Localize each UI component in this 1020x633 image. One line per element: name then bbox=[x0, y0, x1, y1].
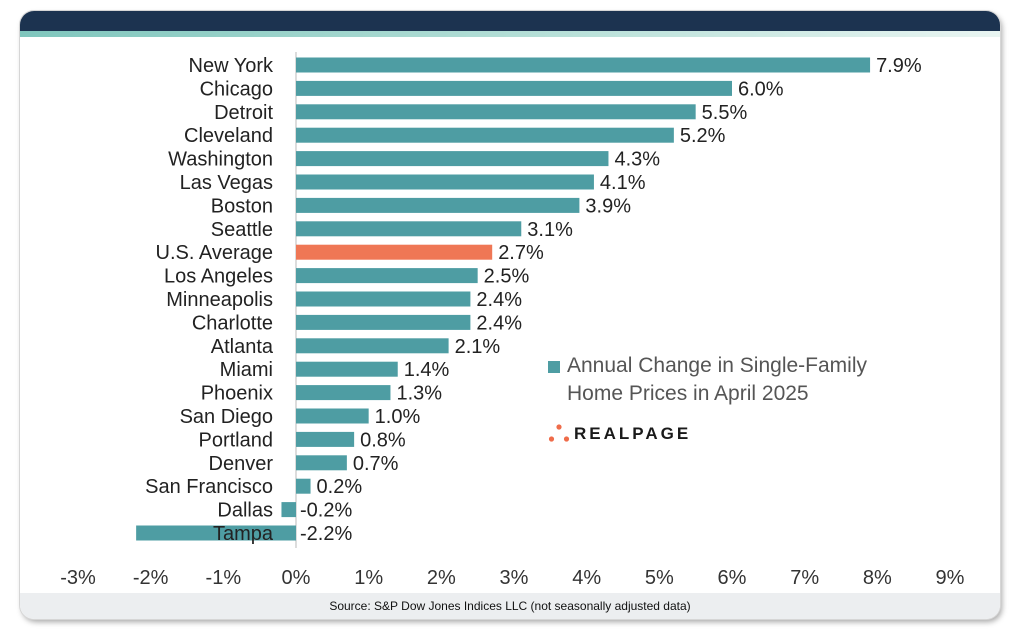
source-note: Source: S&P Dow Jones Indices LLC (not s… bbox=[329, 599, 691, 613]
category-label-san-francisco: San Francisco bbox=[145, 476, 273, 498]
x-tick-label: 7% bbox=[790, 567, 819, 589]
x-tick-label: 5% bbox=[645, 567, 674, 589]
x-tick-label: -1% bbox=[206, 567, 242, 589]
x-tick-label: 9% bbox=[936, 567, 965, 589]
value-label-detroit: 5.5% bbox=[702, 102, 748, 124]
legend: Annual Change in Single-Family Home Pric… bbox=[548, 352, 908, 408]
header-accent-stripe bbox=[20, 31, 1000, 37]
value-label-dallas: -0.2% bbox=[300, 500, 352, 522]
category-label-tampa: Tampa bbox=[213, 523, 274, 545]
bar-new-york bbox=[296, 57, 871, 73]
value-label-los-angeles: 2.5% bbox=[484, 266, 530, 288]
legend-swatch bbox=[548, 361, 560, 373]
category-label-cleveland: Cleveland bbox=[184, 125, 273, 147]
category-label-atlanta: Atlanta bbox=[211, 336, 274, 358]
bars-group: New York 7.9% Chicago 6.0% Detroit 5.5% Clevel… bbox=[136, 52, 922, 548]
value-label-portland: 0.8% bbox=[360, 429, 406, 451]
value-label-minneapolis: 2.4% bbox=[476, 289, 522, 311]
value-label-u-s-average: 2.7% bbox=[498, 242, 544, 264]
bar-charlotte bbox=[296, 314, 471, 330]
category-label-seattle: Seattle bbox=[211, 219, 273, 241]
x-tick-label: 8% bbox=[863, 567, 892, 589]
value-label-washington: 4.3% bbox=[614, 149, 660, 171]
x-tick-label: -3% bbox=[60, 567, 96, 589]
value-label-new-york: 7.9% bbox=[876, 55, 922, 77]
bar-boston bbox=[296, 197, 580, 213]
category-label-detroit: Detroit bbox=[214, 102, 273, 124]
value-label-san-francisco: 0.2% bbox=[317, 476, 363, 498]
header-bar bbox=[20, 11, 1000, 31]
x-tick-label: 1% bbox=[354, 567, 383, 589]
bar-detroit bbox=[296, 104, 696, 120]
value-label-charlotte: 2.4% bbox=[476, 312, 522, 334]
bar-dallas bbox=[281, 502, 296, 518]
x-tick-label: 3% bbox=[500, 567, 529, 589]
bar-phoenix bbox=[296, 385, 391, 401]
category-label-chicago: Chicago bbox=[200, 78, 273, 100]
value-label-denver: 0.7% bbox=[353, 453, 399, 475]
value-label-boston: 3.9% bbox=[585, 195, 631, 217]
x-tick-label: 2% bbox=[427, 567, 456, 589]
bar-minneapolis bbox=[296, 291, 471, 307]
x-tick-label: 4% bbox=[572, 567, 601, 589]
category-label-phoenix: Phoenix bbox=[201, 383, 273, 405]
value-label-phoenix: 1.3% bbox=[396, 383, 442, 405]
category-label-minneapolis: Minneapolis bbox=[166, 289, 273, 311]
bar-chicago bbox=[296, 80, 732, 96]
category-label-boston: Boston bbox=[211, 195, 273, 217]
bar-los-angeles bbox=[296, 268, 478, 284]
bar-washington bbox=[296, 151, 609, 167]
category-label-dallas: Dallas bbox=[217, 500, 273, 522]
bar-las-vegas bbox=[296, 174, 594, 190]
bar-portland bbox=[296, 431, 355, 447]
category-label-new-york: New York bbox=[189, 55, 274, 77]
category-label-washington: Washington bbox=[168, 149, 273, 171]
logo-wordmark: REALPAGE bbox=[574, 424, 692, 443]
value-label-miami: 1.4% bbox=[404, 359, 450, 381]
legend-label-line-2: Home Prices in April 2025 bbox=[567, 382, 809, 405]
category-label-las-vegas: Las Vegas bbox=[180, 172, 273, 194]
bar-san-francisco bbox=[296, 478, 311, 494]
bar-miami bbox=[296, 361, 398, 377]
category-label-los-angeles: Los Angeles bbox=[164, 266, 273, 288]
footer-bar bbox=[20, 593, 1000, 619]
bar-seattle bbox=[296, 221, 522, 237]
category-label-san-diego: San Diego bbox=[180, 406, 273, 428]
logo-dots-icon bbox=[548, 424, 570, 442]
bar-cleveland bbox=[296, 127, 674, 143]
x-tick-label: -2% bbox=[133, 567, 169, 589]
bar-u-s-average bbox=[296, 244, 493, 260]
value-label-seattle: 3.1% bbox=[527, 219, 573, 241]
bar-atlanta bbox=[296, 338, 449, 354]
value-label-tampa: -2.2% bbox=[300, 523, 352, 545]
bar-tampa bbox=[136, 525, 296, 541]
value-label-cleveland: 5.2% bbox=[680, 125, 726, 147]
value-label-san-diego: 1.0% bbox=[375, 406, 421, 428]
category-label-denver: Denver bbox=[209, 453, 274, 475]
bar-san-diego bbox=[296, 408, 369, 424]
bar-denver bbox=[296, 455, 347, 471]
x-tick-label: 6% bbox=[718, 567, 747, 589]
value-label-atlanta: 2.1% bbox=[455, 336, 501, 358]
value-label-las-vegas: 4.1% bbox=[600, 172, 646, 194]
x-tick-label: 0% bbox=[282, 567, 311, 589]
category-label-charlotte: Charlotte bbox=[192, 312, 273, 334]
legend-label-line-1: Annual Change in Single-Family bbox=[567, 354, 867, 377]
category-label-miami: Miami bbox=[220, 359, 273, 381]
category-label-u-s-average: U.S. Average bbox=[156, 242, 273, 264]
category-label-portland: Portland bbox=[199, 429, 274, 451]
value-label-chicago: 6.0% bbox=[738, 78, 784, 100]
x-axis-ticks: -3% -2% -1% 0% 1% 2% 3% 4% 5% 6% 7% 8% 9% bbox=[60, 567, 964, 589]
